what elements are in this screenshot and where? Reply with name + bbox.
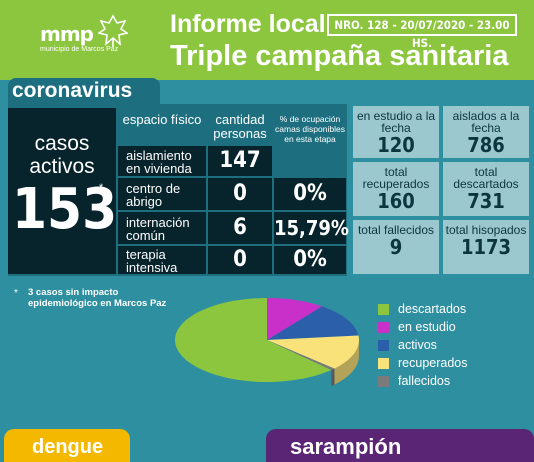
pie-slice-activos [267,306,359,340]
legend-label: recuperados [398,356,468,370]
row-value-abrigo: 0 [208,178,272,210]
stat-value: 120 [377,133,415,157]
coronavirus-tab [8,78,160,104]
active-cases-value: 153 [12,177,118,242]
footnote-asterisk: * [14,288,18,299]
active-cases-box [8,108,116,274]
legend-label: descartados [398,302,467,316]
stat-label: total recuperados [362,165,430,191]
footnote: 3 casos sin impacto epidemiológico en Ma… [28,287,167,309]
stat-fallecidos: total fallecidos 9 [353,220,439,274]
leaf-logo-icon [98,14,128,47]
row-label-abrigo: centro de abrigo [118,178,206,210]
dengue-label: dengue [32,436,104,458]
stat-value: 160 [377,189,415,213]
legend-swatch [378,303,389,315]
stat-label: total descartados [453,165,519,191]
legend-swatch [378,321,389,333]
row-value-aislamiento: 147 [208,146,272,176]
logo-subtitle: municipio de Marcos Paz [40,46,119,53]
row-value-internacion: 6 [208,212,272,244]
coronavirus-label: coronavirus [12,79,133,102]
row-value-terapia: 0 [208,246,272,274]
stat-label: aislados a la fecha [452,109,520,135]
stat-hisopados: total hisopados 1173 [443,220,529,274]
row-label-internacion: internación común [118,212,206,244]
legend-item: en estudio [378,318,528,336]
pie-slice-side-recuperados [334,340,359,385]
stat-value: 9 [389,235,403,259]
sarampion-tab [266,429,534,462]
pie-slice-recuperados [267,335,359,369]
header-ocupacion: % de ocupación camas disponibles en esta… [274,110,346,176]
stat-descartados: total descartados 731 [443,162,529,216]
stat-en-estudio: en estudio a la fecha 120 [353,106,439,158]
legend-item: fallecidos [378,372,528,390]
legend-label: activos [398,338,437,352]
row-label-terapia: terapia intensiva [118,246,206,274]
campaign-title: Triple campaña sanitaria [170,40,509,72]
pie-slice-fallecidos [267,340,335,371]
legend-item: descartados [378,300,528,318]
pie-slice-en-estudio [267,298,323,340]
pie-slice-descartados [175,298,332,382]
legend-label: en estudio [398,320,456,334]
active-cases-asterisk: * [99,182,104,194]
sarampion-label: sarampión [290,434,402,459]
header-cantidad: cantidad personas [208,110,272,144]
pie-chart [175,298,359,387]
report-title: Informe local [170,10,326,38]
dengue-tab [4,429,130,462]
stat-label: total hisopados [445,223,527,237]
stat-recuperados: total recuperados 160 [353,162,439,216]
row-ocupacion-terapia: 0% [274,246,346,274]
stat-value: 786 [467,133,505,157]
legend-swatch [378,375,389,387]
chart-legend: descartados en estudio activos recuperados f… [378,300,528,390]
stat-label: en estudio a la fecha [356,109,436,135]
legend-item: recuperados [378,354,528,372]
row-label-aislamiento: aislamiento en vivienda [118,146,206,176]
row-ocupacion-abrigo: 0% [274,178,346,210]
stat-value: 1173 [460,235,512,259]
header-espacio: espacio físico [118,110,206,144]
legend-swatch [378,357,389,369]
active-cases-label: casos activos [29,132,95,178]
legend-swatch [378,339,389,351]
row-ocupacion-internacion: 15,79% [274,212,349,244]
legend-label: fallecidos [398,374,451,388]
pie-slice-side-fallecidos [331,368,335,387]
legend-item: activos [378,336,528,354]
stat-aislados: aislados a la fecha 786 [443,106,529,158]
issue-badge: NRO. 128 - 20/07/2020 - 23.00 HS. [327,14,517,50]
logo: mmp [40,22,94,46]
stat-label: total fallecidos [357,223,435,237]
header-banner [0,0,534,80]
stat-value: 731 [467,189,505,213]
